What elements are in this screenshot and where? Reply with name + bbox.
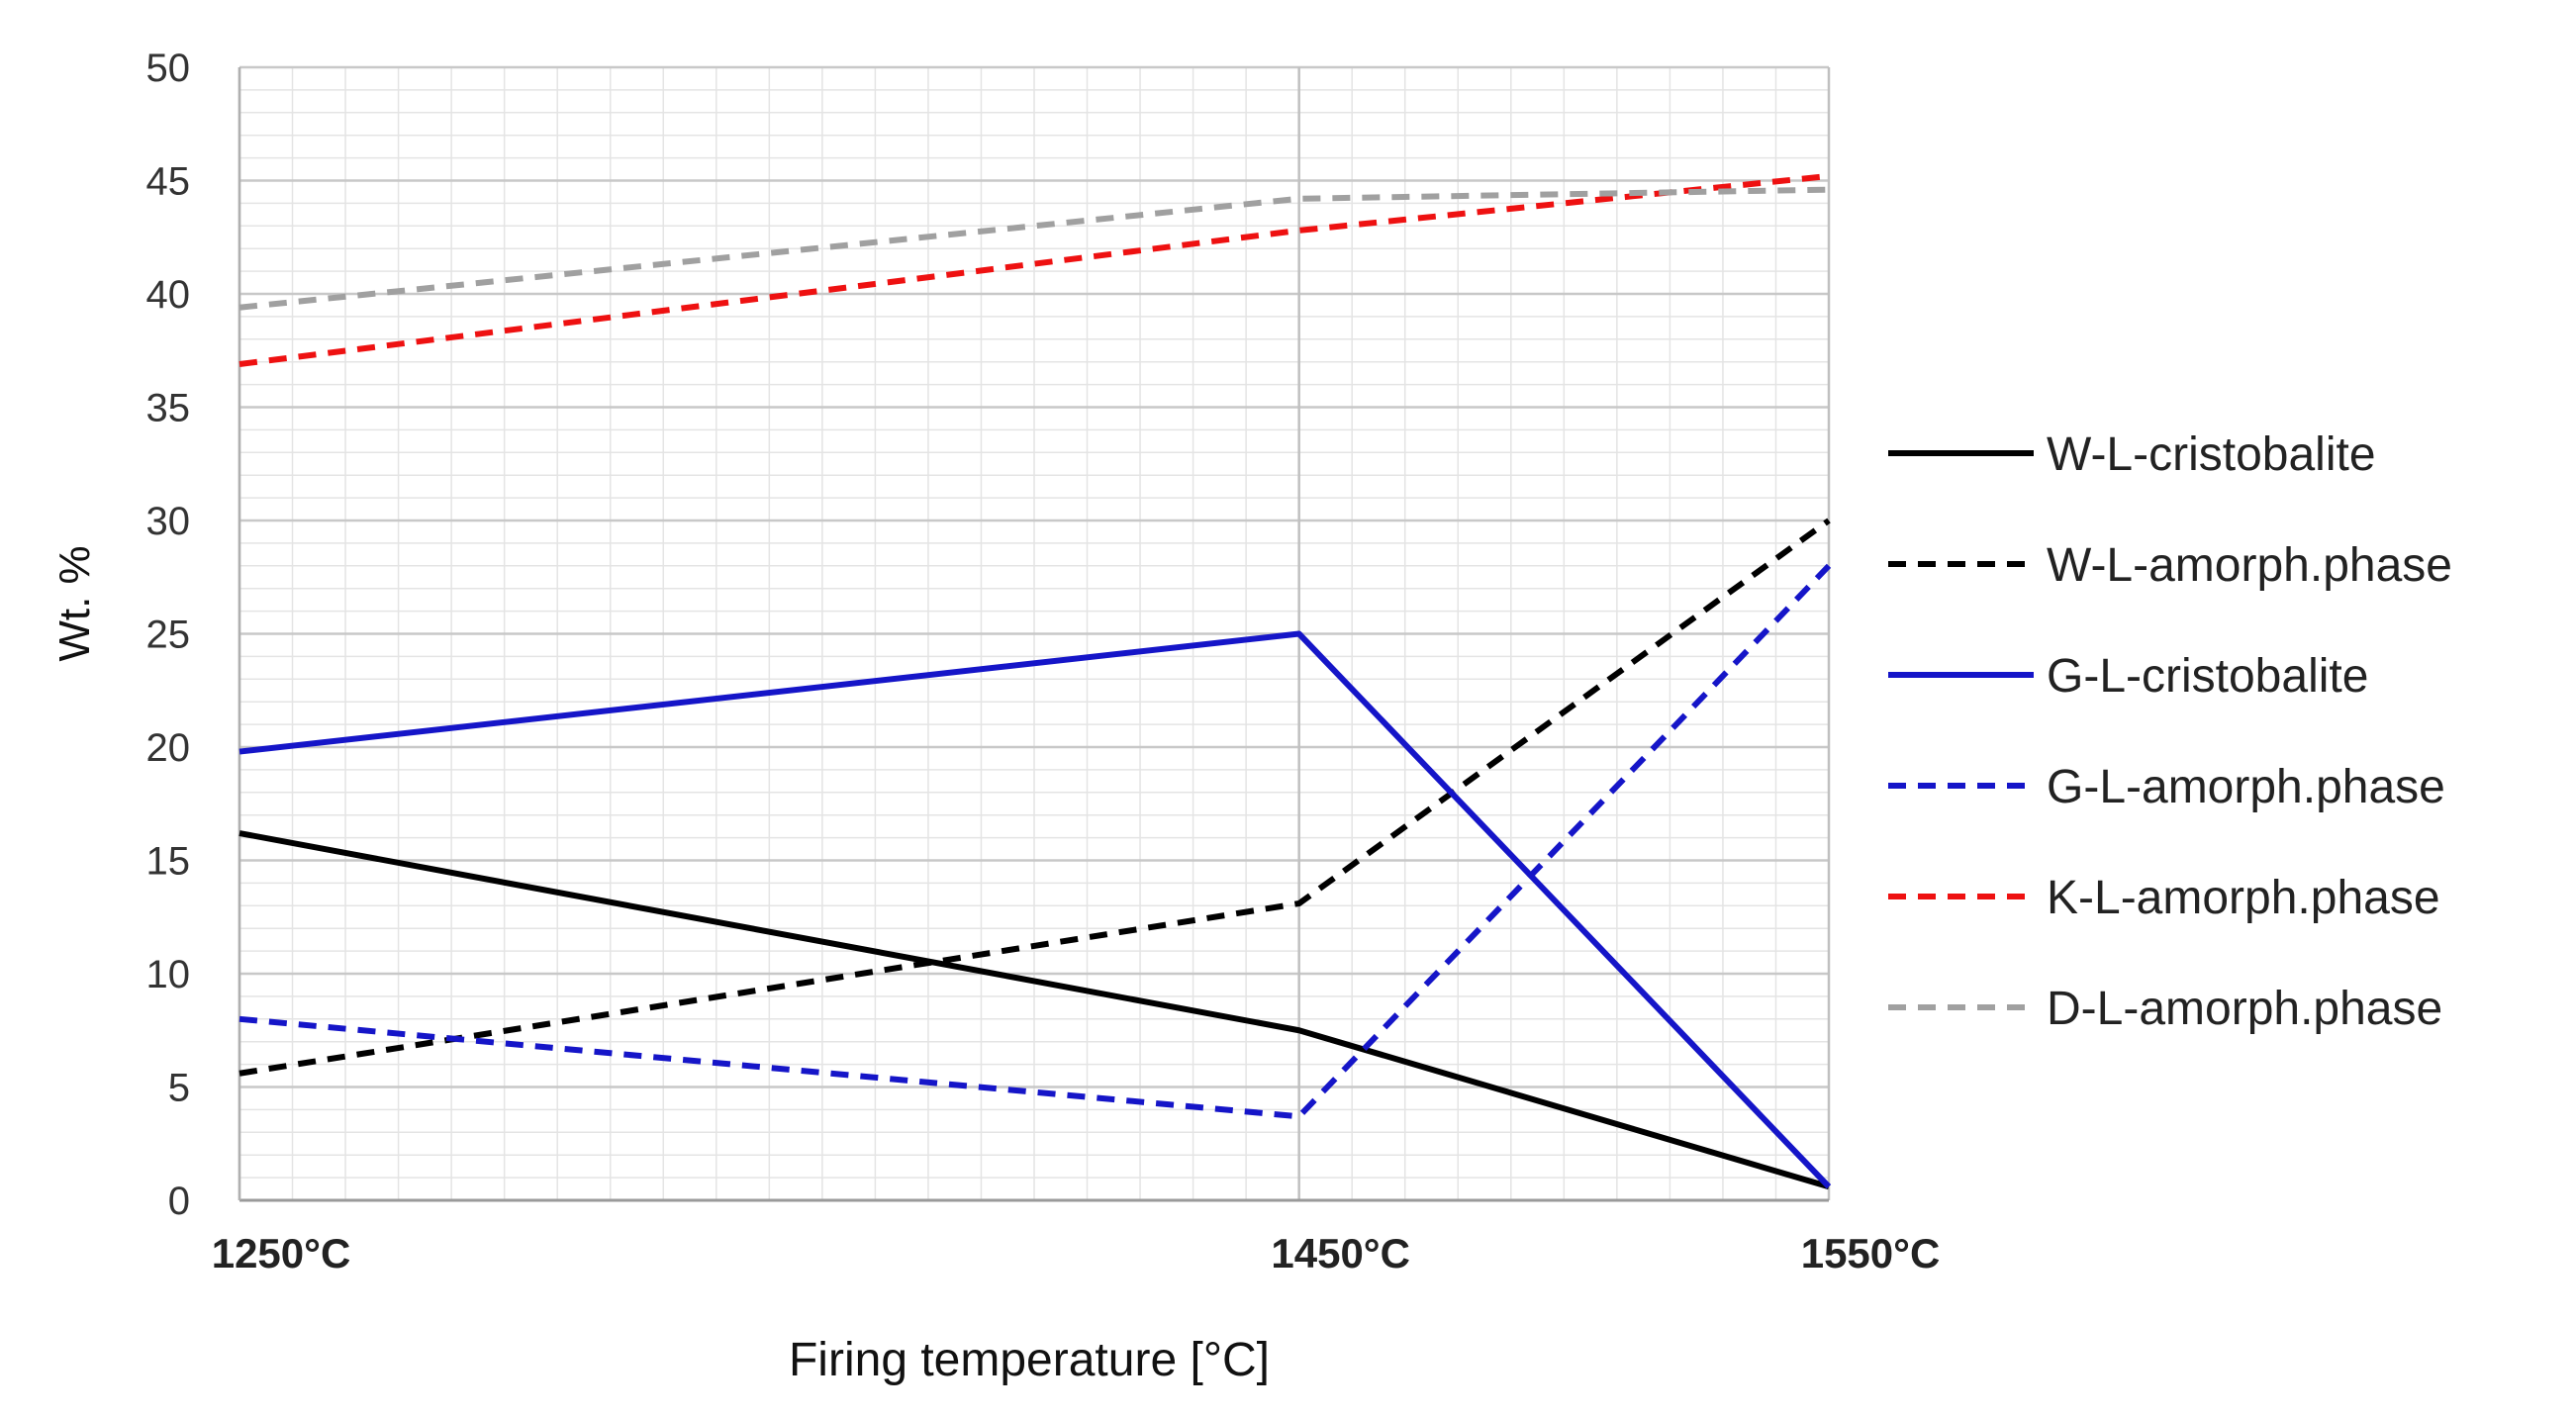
y-axis-label: Wt. %: [50, 545, 99, 661]
legend-label: W-L-amorph.phase: [2047, 539, 2452, 592]
y-tick-label: 35: [146, 387, 191, 430]
series-line-W-L-amorph.phase: [239, 518, 1831, 1077]
y-tick-label: 15: [146, 840, 191, 884]
series-line-G-L-cristobalite: [239, 630, 1832, 1189]
legend-label: G-L-amorph.phase: [2047, 761, 2445, 813]
x-axis-label: Firing temperature [°C]: [789, 1334, 1270, 1386]
y-tick-label: 45: [146, 160, 191, 204]
legend-label: D-L-amorph.phase: [2047, 983, 2442, 1035]
legend-label: W-L-cristobalite: [2047, 428, 2376, 481]
x-tick-labels: 1250°C 1450°C 1550°C: [212, 1230, 1941, 1276]
y-tick-label: 20: [146, 726, 191, 770]
legend-label: K-L-amorph.phase: [2047, 872, 2440, 924]
y-tick-label: 50: [146, 47, 191, 90]
y-tick-label: 5: [168, 1067, 190, 1110]
axes: [238, 67, 1829, 1202]
legend-item: K-L-amorph.phase: [1888, 872, 2440, 924]
x-tick-label: 1250°C: [212, 1230, 351, 1276]
x-tick-label: 1550°C: [1801, 1230, 1941, 1276]
y-tick-label: 25: [146, 614, 191, 657]
y-tick-labels: 0 5 10 15 20 25 30 35 40 45 50: [146, 47, 191, 1223]
y-tick-label: 0: [168, 1180, 190, 1223]
grid-major: [238, 65, 1831, 1202]
legend-item: G-L-cristobalite: [1888, 650, 2368, 703]
y-tick-label: 40: [146, 273, 191, 317]
legend-label: G-L-cristobalite: [2047, 650, 2368, 703]
legend-item: D-L-amorph.phase: [1888, 983, 2442, 1035]
legend-item: G-L-amorph.phase: [1888, 761, 2445, 813]
y-tick-label: 10: [146, 953, 191, 996]
series-line-W-L-cristobalite: [239, 830, 1830, 1190]
legend-item: W-L-amorph.phase: [1888, 539, 2452, 592]
series-layer: [239, 172, 1832, 1190]
legend: W-L-cristobalite W-L-amorph.phase G-L-cris…: [1888, 428, 2452, 1035]
x-tick-label: 1450°C: [1271, 1230, 1410, 1276]
legend-item: W-L-cristobalite: [1888, 428, 2376, 481]
y-tick-label: 30: [146, 500, 191, 543]
